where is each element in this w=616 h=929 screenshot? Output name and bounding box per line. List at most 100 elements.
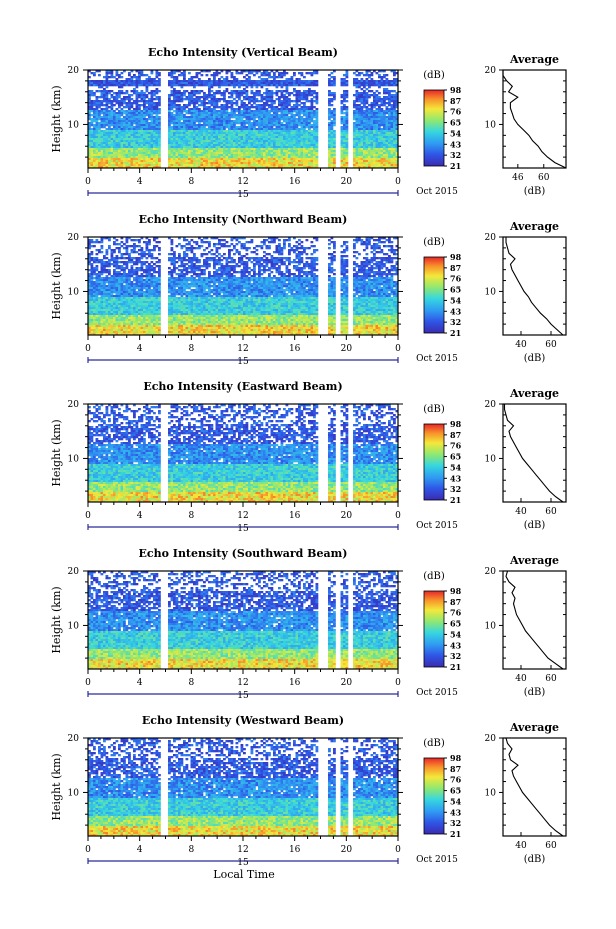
heatmap-cell [98, 130, 101, 133]
heatmap-cell [178, 166, 181, 169]
heatmap-cell [175, 90, 179, 93]
heatmap-cell [173, 160, 176, 163]
heatmap-cell [155, 70, 159, 73]
heatmap-cell [248, 136, 251, 139]
heatmap-cell [95, 112, 99, 115]
heatmap-cell [293, 144, 296, 147]
heatmap-cell [120, 130, 124, 133]
heatmap-cell [205, 70, 209, 73]
heatmap-cell [145, 78, 149, 81]
heatmap-cell [113, 166, 116, 169]
heatmap-cell [268, 92, 271, 95]
heatmap-cell [255, 138, 259, 141]
heatmap-cell [90, 146, 94, 149]
heatmap-cell [195, 164, 199, 167]
heatmap-cell [280, 144, 284, 147]
heatmap-cell [120, 152, 124, 155]
heatmap-cell [228, 136, 231, 139]
heatmap-cell [103, 92, 106, 95]
heatmap-cell [193, 124, 196, 127]
heatmap-cell [308, 138, 311, 141]
heatmap-cell [353, 130, 356, 133]
heatmap-cell [195, 98, 199, 101]
heatmap-cell [360, 164, 364, 167]
heatmap-cell [153, 164, 156, 167]
heatmap-cell [200, 154, 204, 157]
heatmap-cell [305, 134, 309, 137]
heatmap-cell [218, 78, 221, 81]
heatmap-cell [130, 136, 134, 139]
heatmap-cell [285, 112, 289, 115]
heatmap-cell [270, 96, 274, 99]
heatmap-cell [95, 285, 99, 288]
heatmap-cell [145, 86, 149, 89]
heatmap-cell [375, 134, 379, 137]
heatmap-cell [95, 160, 99, 163]
heatmap-cell [395, 150, 399, 153]
heatmap-cell [273, 92, 276, 95]
heatmap-cell [365, 148, 369, 151]
heatmap-cell [150, 114, 154, 117]
heatmap-cell [173, 152, 176, 155]
heatmap-cell [330, 124, 334, 127]
heatmap-cell [110, 102, 114, 105]
heatmap-cell [360, 80, 364, 83]
heatmap-cell [88, 80, 91, 83]
heatmap-cell [368, 96, 371, 99]
heatmap-cell [220, 82, 224, 85]
heatmap-cell [228, 114, 231, 117]
heatmap-cell [315, 124, 319, 127]
heatmap-cell [143, 142, 146, 145]
heatmap-cell [133, 102, 136, 105]
heatmap-cell [368, 84, 371, 87]
heatmap-cell [135, 150, 139, 153]
heatmap-cell [285, 106, 289, 109]
heatmap-cell [263, 118, 266, 121]
heatmap-cell [93, 112, 96, 115]
heatmap-cell [238, 128, 241, 131]
heatmap-cell [305, 90, 309, 93]
heatmap-cell [210, 114, 214, 117]
heatmap-cell [310, 138, 314, 141]
heatmap-cell [180, 116, 184, 119]
heatmap-cell [333, 144, 336, 147]
heatmap-cell [110, 122, 114, 125]
heatmap-cell [218, 126, 221, 129]
heatmap-cell [283, 98, 286, 101]
heatmap-cell [138, 152, 141, 155]
heatmap-cell [213, 114, 216, 117]
heatmap-cell [150, 94, 154, 97]
heatmap-cell [210, 112, 214, 115]
heatmap-cell [345, 106, 349, 109]
heatmap-cell [100, 84, 104, 87]
heatmap-cell [235, 72, 239, 75]
heatmap-cell [353, 144, 356, 147]
heatmap-cell [265, 140, 269, 143]
heatmap-cell [245, 98, 249, 101]
heatmap-cell [315, 80, 319, 83]
heatmap-cell [225, 100, 229, 103]
heatmap-cell [365, 128, 369, 131]
heatmap-cell [263, 78, 266, 81]
heatmap-cell [238, 156, 241, 159]
heatmap-cell [120, 92, 124, 95]
heatmap-cell [118, 124, 121, 127]
heatmap-cell [378, 132, 381, 135]
heatmap-cell [143, 82, 146, 85]
heatmap-cell [375, 98, 379, 101]
heatmap-cell [215, 74, 219, 77]
heatmap-cell [295, 152, 299, 155]
heatmap-cell [303, 124, 306, 127]
heatmap-cell [173, 158, 176, 161]
heatmap-cell [103, 94, 106, 97]
heatmap-cell [145, 82, 149, 85]
heatmap-cell [300, 128, 304, 131]
heatmap-cell [215, 130, 219, 133]
heatmap-cell [363, 154, 366, 157]
heatmap-cell [213, 156, 216, 159]
heatmap-cell [210, 74, 214, 77]
heatmap-cell [268, 114, 271, 117]
heatmap-cell [108, 154, 111, 157]
heatmap-cell [168, 72, 171, 75]
heatmap-cell [228, 160, 231, 163]
